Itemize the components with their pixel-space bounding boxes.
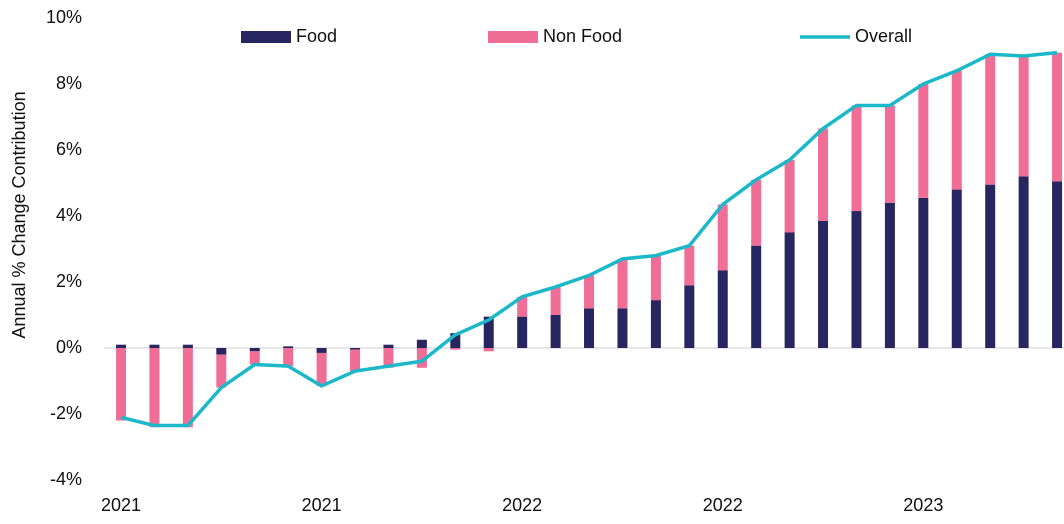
y-tick-label: -2% [50, 403, 82, 423]
bar [283, 346, 294, 348]
y-tick-label: 0% [56, 337, 82, 357]
bar [818, 220, 829, 348]
y-tick-label: 8% [56, 73, 82, 93]
y-tick-label: 10% [46, 7, 82, 27]
bar [985, 54, 996, 185]
bar [851, 211, 862, 348]
bar [717, 270, 728, 348]
bar [918, 84, 929, 198]
bar [450, 348, 461, 350]
y-tick-label: -4% [50, 469, 82, 489]
bar [116, 344, 127, 348]
bar [416, 348, 427, 368]
bar [316, 348, 327, 353]
bar [249, 351, 260, 365]
bar [182, 348, 193, 428]
legend-swatch [488, 31, 538, 43]
legend-label: Non Food [543, 26, 622, 46]
bar [149, 344, 160, 348]
bar [584, 308, 595, 348]
legend-swatch [241, 31, 291, 43]
bar [116, 348, 127, 421]
bar [450, 333, 461, 348]
bar [316, 352, 327, 386]
y-tick-label: 4% [56, 205, 82, 225]
x-tick-label: 2021 [302, 495, 342, 515]
bar [818, 128, 829, 221]
bar [350, 349, 361, 372]
bar [584, 275, 595, 309]
bar [416, 339, 427, 348]
bar [483, 348, 494, 352]
bar [617, 258, 628, 309]
x-tick-label: 2023 [903, 495, 943, 515]
bar [617, 308, 628, 348]
bar [550, 315, 561, 348]
bar [1018, 55, 1029, 177]
bar [684, 245, 695, 286]
y-tick-label: 2% [56, 271, 82, 291]
bar [149, 348, 160, 428]
bar [517, 316, 528, 348]
bar [249, 348, 260, 352]
bar [751, 245, 762, 348]
bar [383, 348, 394, 368]
bar [951, 70, 962, 190]
bar [751, 179, 762, 246]
bar [784, 159, 795, 233]
bar [1018, 176, 1029, 348]
legend-label: Overall [855, 26, 912, 46]
bar [517, 296, 528, 317]
bar [216, 348, 227, 355]
bar [1052, 181, 1063, 348]
bar [182, 344, 193, 348]
y-tick-label: 6% [56, 139, 82, 159]
bar [483, 316, 494, 348]
legend-label: Food [296, 26, 337, 46]
x-tick-label: 2022 [502, 495, 542, 515]
y-axis-label: Annual % Change Contribution [9, 91, 29, 338]
bar [216, 354, 227, 388]
bar [650, 255, 661, 301]
bar [951, 189, 962, 348]
bar [283, 348, 294, 367]
line [120, 50, 1058, 428]
bar [884, 105, 895, 203]
bar [851, 105, 862, 212]
bar [1052, 52, 1063, 182]
bar [684, 285, 695, 348]
bar [918, 197, 929, 348]
x-tick-label: 2021 [101, 495, 141, 515]
bar [650, 300, 661, 348]
bar [884, 202, 895, 348]
bar [985, 184, 996, 348]
bar [717, 204, 728, 271]
bar [383, 344, 394, 348]
bar [350, 348, 361, 350]
bar [550, 286, 561, 315]
x-tick-label: 2022 [703, 495, 743, 515]
bar [784, 232, 795, 348]
